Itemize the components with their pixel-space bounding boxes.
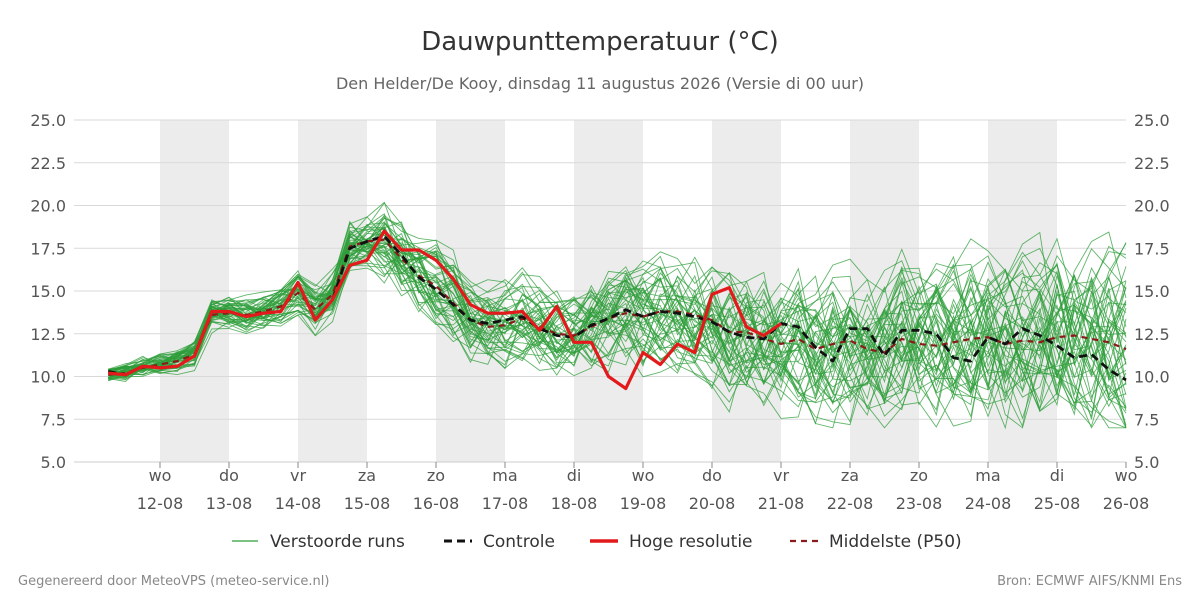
chart-title: Dauwpunttemperatuur (°C) [421, 27, 779, 57]
legend-label-highres: Hoge resolutie [629, 532, 753, 552]
y-tick-label-left: 22.5 [30, 154, 66, 173]
chart-subtitle: Den Helder/De Kooy, dinsdag 11 augustus … [336, 74, 864, 93]
legend-label-control: Controle [483, 532, 555, 552]
x-tick-day: za [358, 466, 376, 485]
x-tick-day: do [219, 466, 239, 485]
x-axis: wo 12-08 do 13-08 vr 14-08 za 15-08 zo 16-08 ma 17-… [137, 462, 1150, 513]
x-tick-date: 16-08 [413, 494, 460, 513]
x-tick-date: 23-08 [896, 494, 943, 513]
y-tick-label-left: 5.0 [41, 453, 66, 472]
y-tick-label-right: 10.0 [1134, 368, 1170, 387]
x-tick-day: ma [975, 466, 1000, 485]
x-tick-day: zo [910, 466, 928, 485]
x-tick-date: 17-08 [482, 494, 529, 513]
x-tick-date: 12-08 [137, 494, 184, 513]
x-tick-day: za [841, 466, 859, 485]
series-line-highres [108, 229, 782, 391]
ensemble-runs [108, 201, 1127, 430]
ensemble-run-line [108, 215, 1127, 401]
x-tick-date: 24-08 [965, 494, 1012, 513]
x-tick-day: do [702, 466, 722, 485]
y-axis: 5.0 5.0 7.5 7.5 10.0 10.0 12.5 12.5 15.0 15.0 17.5… [30, 111, 1169, 472]
x-tick-date: 26-08 [1103, 494, 1150, 513]
y-tick-label-left: 17.5 [30, 239, 66, 258]
ensemble-run-line [108, 229, 1127, 410]
ensemble-run-line [108, 223, 1127, 407]
ensemble-run-line [108, 246, 1127, 406]
x-tick-date: 13-08 [206, 494, 253, 513]
x-tick-date: 19-08 [620, 494, 667, 513]
series-line-control [108, 234, 1127, 382]
y-tick-label-left: 15.0 [30, 282, 66, 301]
ensemble-run-line [108, 227, 1127, 408]
x-tick-day: vr [773, 466, 789, 485]
x-tick-day: ma [492, 466, 517, 485]
y-tick-label-right: 5.0 [1134, 453, 1159, 472]
y-tick-label-left: 10.0 [30, 368, 66, 387]
y-tick-label-right: 20.0 [1134, 197, 1170, 216]
x-tick-day: wo [149, 466, 172, 485]
y-tick-label-left: 25.0 [30, 111, 66, 130]
forecast-series [108, 229, 1127, 391]
y-tick-label-right: 12.5 [1134, 325, 1170, 344]
x-tick-date: 15-08 [344, 494, 391, 513]
y-tick-label-right: 22.5 [1134, 154, 1170, 173]
x-tick-date: 20-08 [689, 494, 736, 513]
x-tick-date: 14-08 [275, 494, 322, 513]
y-tick-label-right: 25.0 [1134, 111, 1170, 130]
x-tick-date: 18-08 [551, 494, 598, 513]
x-tick-day: wo [632, 466, 655, 485]
legend-label-median: Middelste (P50) [829, 532, 962, 552]
x-tick-day: di [567, 466, 582, 485]
ensemble-run-line [108, 230, 1127, 429]
x-tick-day: wo [1115, 466, 1138, 485]
legend-label-ensemble: Verstoorde runs [270, 532, 405, 552]
ensemble-run-line [108, 240, 1127, 403]
chart-legend: Verstoorde runs Controle Hoge resolutie … [232, 532, 962, 552]
x-tick-date: 25-08 [1034, 494, 1081, 513]
x-tick-day: vr [290, 466, 306, 485]
x-tick-day: zo [427, 466, 445, 485]
ensemble-run-line [108, 228, 1127, 394]
ensemble-run-line [108, 214, 1127, 427]
series-line-median [108, 238, 1127, 376]
y-tick-label-right: 15.0 [1134, 282, 1170, 301]
footer-credit: Gegenereerd door MeteoVPS (meteo-service… [18, 574, 329, 589]
y-tick-label-left: 20.0 [30, 197, 66, 216]
y-tick-label-right: 17.5 [1134, 239, 1170, 258]
ensemble-run-line [108, 232, 1127, 413]
y-tick-label-left: 7.5 [41, 410, 66, 429]
x-tick-day: di [1050, 466, 1065, 485]
ensemble-run-line [108, 240, 1127, 389]
x-tick-date: 22-08 [827, 494, 874, 513]
ensemble-run-line [108, 217, 1127, 414]
y-tick-label-right: 7.5 [1134, 410, 1159, 429]
y-tick-label-left: 12.5 [30, 325, 66, 344]
x-tick-date: 21-08 [758, 494, 805, 513]
footer-source: Bron: ECMWF AIFS/KNMI Ens [997, 574, 1182, 589]
